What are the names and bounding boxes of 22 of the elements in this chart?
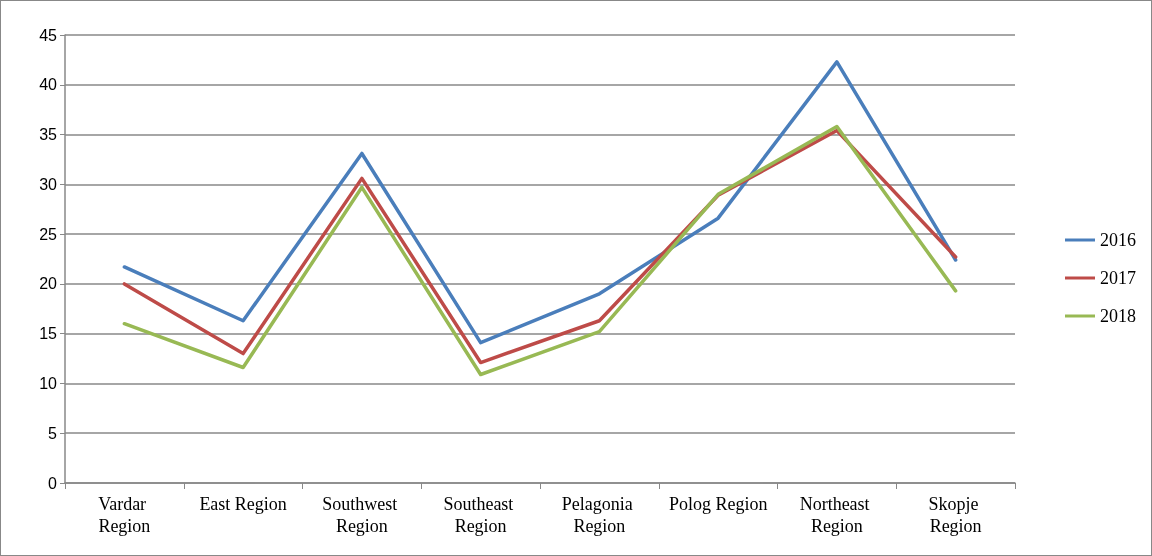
y-tick-label: 35: [39, 126, 58, 144]
y-tick-label: 10: [39, 374, 58, 392]
y-tick-label: 40: [39, 76, 58, 94]
x-tick-label: East Region: [199, 494, 287, 514]
y-tick-label: 45: [39, 26, 58, 44]
y-tick-label: 15: [39, 325, 58, 343]
x-tick-label: Southwest Region: [322, 494, 402, 536]
y-tick-label: 0: [48, 474, 58, 492]
legend-label: 2016: [1100, 230, 1136, 250]
x-tick-label: Polog Region: [668, 494, 768, 514]
line-series: [122, 60, 958, 345]
x-tick-label: Skopje Region: [928, 494, 983, 536]
legend-label: 2017: [1100, 268, 1136, 288]
y-tick-label: 30: [39, 175, 58, 193]
x-tick-label: Northeast Region: [799, 494, 875, 536]
x-tick-label: Pelagonia Region: [561, 494, 638, 536]
y-tick-label: 25: [39, 225, 58, 243]
legend-label: 2018: [1100, 306, 1136, 326]
x-tick-label: Southeast Region: [443, 494, 518, 536]
y-tick-label: 20: [39, 275, 58, 293]
x-tick-label: Vardar Region: [98, 494, 151, 536]
y-tick-label: 5: [48, 424, 58, 442]
